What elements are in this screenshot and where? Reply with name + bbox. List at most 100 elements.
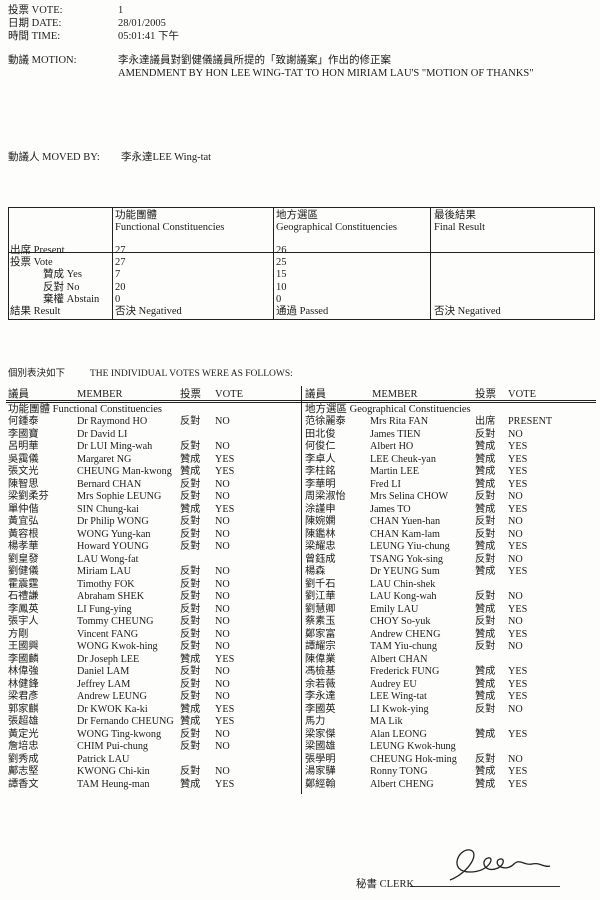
vote-chinese: 贊成 (475, 778, 496, 790)
header-member-zh-left: 議員 (8, 389, 29, 400)
vote-english: NO (508, 591, 523, 602)
vote-english: NO (215, 766, 230, 777)
member-name-chinese: 李柱銘 (305, 466, 336, 477)
vote-english: NO (508, 491, 523, 502)
vote-chinese: 反對 (180, 641, 201, 652)
member-name-english: LAU Kong-wah (370, 591, 437, 602)
vote-chinese: 反對 (180, 616, 201, 627)
vote-chinese: 贊成 (475, 466, 496, 477)
vote-english: NO (215, 478, 230, 490)
vote-english: NO (215, 566, 230, 577)
vote-english: YES (508, 778, 528, 790)
member-name-english: CHAN Yuen-han (370, 516, 441, 527)
vote-english: YES (508, 478, 528, 490)
member-name-english: Daniel LAM (77, 666, 130, 677)
member-name-chinese: 張文光 (8, 466, 39, 477)
moved-by-label: 動議人 MOVED BY: (8, 152, 100, 163)
member-name-english: SIN Chung-kai (77, 503, 139, 515)
member-name-english: Miriam LAU (77, 566, 132, 577)
vote-english: NO (215, 516, 230, 527)
member-name-english: Mrs Rita FAN (370, 416, 429, 427)
member-name-english: Albert CHAN (370, 653, 428, 665)
member-name-chinese: 蔡素玉 (305, 616, 336, 627)
member-name-chinese: 范徐麗泰 (305, 416, 346, 427)
vote-english: YES (215, 703, 235, 715)
member-name-english: Audrey EU (370, 678, 417, 690)
member-name-chinese: 湯家驊 (305, 766, 336, 777)
vote-chinese: 反對 (475, 591, 496, 602)
member-name-chinese: 張超雄 (8, 716, 39, 727)
vote-chinese: 反對 (475, 703, 496, 715)
member-name-chinese: 譚香文 (8, 778, 39, 790)
header-vote-zh-left: 投票 (180, 389, 201, 400)
member-name-english: James TIEN (370, 428, 421, 440)
motion-title-english: AMENDMENT BY HON LEE WING-TAT TO HON MIR… (118, 68, 534, 79)
vote-chinese: 反對 (475, 428, 496, 440)
vote-chinese: 反對 (180, 591, 201, 602)
vote-english: NO (215, 541, 230, 552)
vote-chinese: 贊成 (180, 503, 201, 515)
member-name-english: CHEUNG Man-kwong (77, 466, 172, 477)
member-name-chinese: 陳鑑林 (305, 528, 336, 540)
member-name-chinese: 涂謹申 (305, 503, 336, 515)
vote-chinese: 反對 (180, 416, 201, 427)
member-name-chinese: 何鍾泰 (8, 416, 39, 427)
member-name-english: Mrs Sophie LEUNG (77, 491, 162, 502)
vote-english: NO (508, 753, 523, 765)
vote-chinese: 反對 (180, 678, 201, 690)
member-name-chinese: 梁國雄 (305, 741, 336, 752)
member-name-chinese: 方剛 (8, 628, 29, 640)
vote-chinese: 反對 (180, 628, 201, 640)
member-name-chinese: 陳智思 (8, 478, 39, 490)
vote-english: NO (215, 616, 230, 627)
vote-chinese: 贊成 (475, 766, 496, 777)
member-name-chinese: 林健鋒 (8, 678, 39, 690)
member-name-english: LEE Wing-tat (370, 691, 427, 702)
member-name-chinese: 劉江華 (305, 591, 336, 602)
member-name-chinese: 黃容根 (8, 528, 39, 540)
clerk-label: 秘書 CLERK (356, 879, 415, 890)
member-name-chinese: 劉秀成 (8, 753, 39, 765)
header-member-en-right: MEMBER (372, 389, 418, 400)
vote-chinese: 反對 (475, 641, 496, 652)
member-name-chinese: 李國麟 (8, 653, 39, 665)
member-name-english: Dr KWOK Ka-ki (77, 703, 148, 715)
member-name-chinese: 楊森 (305, 566, 326, 577)
motion-title-chinese: 李永達議員對劉健儀議員所提的「致謝議案」作出的修正案 (118, 55, 391, 66)
vote-chinese: 反對 (475, 553, 496, 565)
member-name-english: LEE Cheuk-yan (370, 453, 436, 465)
vote-chinese: 反對 (180, 491, 201, 502)
member-name-chinese: 楊孝華 (8, 541, 39, 552)
vote-chinese: 贊成 (475, 541, 496, 552)
member-name-english: Timothy FOK (77, 578, 135, 590)
vote-chinese: 贊成 (475, 728, 496, 740)
vote-chinese: 反對 (475, 528, 496, 540)
member-name-english: LI Kwok-ying (370, 703, 429, 715)
member-name-english: LAU Chin-shek (370, 578, 436, 590)
member-name-english: MA Lik (370, 716, 403, 727)
column-divider (301, 386, 302, 794)
member-name-english: Dr YEUNG Sum (370, 566, 440, 577)
member-name-chinese: 馮檢基 (305, 666, 336, 677)
gc-header: 地方選區 Geographical Constituencies (276, 210, 398, 234)
vote-english: NO (508, 641, 523, 652)
individual-votes-title-chinese: 個別表決如下 (8, 369, 66, 379)
member-name-english: CHAN Kam-lam (370, 528, 440, 540)
vote-english: NO (215, 628, 230, 640)
member-name-english: CHIM Pui-chung (77, 741, 149, 752)
vote-english: NO (215, 491, 230, 502)
time-value: 05:01:41 下午 (118, 31, 179, 42)
member-name-english: LEUNG Kwok-hung (370, 741, 456, 752)
member-name-chinese: 馬力 (305, 716, 326, 727)
fc-values: 27 27 7 20 0 否決 Negatived (115, 245, 182, 318)
vote-english: YES (215, 653, 235, 665)
vote-english: NO (215, 441, 230, 452)
signature-line (410, 886, 560, 887)
vote-english: NO (215, 678, 230, 690)
vote-chinese: 贊成 (180, 703, 201, 715)
clerk-signature (449, 849, 551, 881)
member-name-english: Andrew CHENG (370, 628, 441, 640)
vote-chinese: 贊成 (475, 628, 496, 640)
vote-english: YES (508, 678, 528, 690)
member-name-chinese: 鄭家富 (305, 628, 336, 640)
